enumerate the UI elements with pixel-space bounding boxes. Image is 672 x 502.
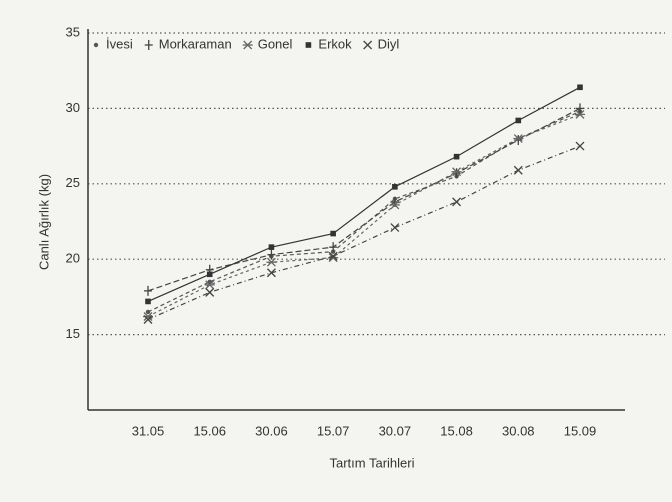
marker [330, 230, 336, 237]
marker [451, 167, 462, 177]
marker [266, 257, 277, 267]
marker-stroke [452, 197, 462, 207]
marker-stroke [143, 315, 153, 324]
marker [453, 153, 460, 160]
marker [575, 141, 585, 151]
y-tick-label: 35 [66, 24, 80, 39]
marker [576, 103, 584, 114]
marker [143, 315, 153, 324]
legend-label: Morkaraman [159, 36, 232, 51]
marker [363, 40, 373, 50]
marker [205, 287, 215, 297]
marker-stroke [390, 223, 400, 232]
series-line [147, 107, 581, 292]
legend-label: Diyl [378, 36, 400, 51]
series-line [147, 86, 581, 302]
marker-stroke [266, 268, 276, 278]
marker [145, 298, 151, 305]
marker [93, 42, 99, 48]
marker [144, 40, 153, 50]
marker-dot [145, 309, 151, 315]
marker [144, 285, 152, 296]
marker-square [145, 298, 151, 305]
x-tick-label: 30.07 [379, 423, 412, 438]
marker-stroke [205, 287, 215, 297]
marker-square [206, 271, 213, 278]
marker [515, 117, 522, 124]
marker [206, 271, 213, 278]
marker [145, 309, 151, 315]
marker [452, 168, 461, 179]
x-tick-label: 15.07 [317, 423, 350, 438]
marker-square [392, 184, 398, 190]
x-tick-label: 15.06 [193, 423, 226, 438]
marker-stroke [513, 165, 523, 175]
y-axis-label: Canlı Ağırlık (kg) [36, 174, 51, 270]
marker-square [305, 42, 312, 48]
marker-square [577, 84, 583, 91]
marker [575, 109, 585, 119]
legend-label: Gonel [258, 36, 293, 51]
y-tick-label: 30 [66, 100, 80, 115]
y-tick-label: 25 [66, 175, 80, 190]
marker [268, 244, 275, 250]
series-line [147, 113, 581, 318]
marker [329, 242, 338, 253]
marker-stroke [575, 141, 585, 151]
marker [577, 84, 583, 91]
x-tick-label: 15.09 [564, 423, 597, 438]
marker [204, 280, 215, 290]
marker [242, 40, 253, 50]
series-line [147, 110, 581, 313]
legend-label: Erkok [318, 36, 352, 51]
marker [328, 251, 338, 261]
marker-dot [93, 42, 99, 48]
marker [513, 134, 524, 144]
x-tick-label: 15.08 [440, 423, 473, 438]
marker [452, 197, 462, 207]
marker-stroke [363, 40, 373, 50]
marker [266, 268, 276, 278]
marker [513, 165, 523, 175]
marker-square [453, 153, 460, 160]
y-tick-label: 15 [66, 326, 80, 341]
marker-stroke [328, 251, 338, 261]
marker [389, 200, 400, 210]
x-axis-label: Tartım Tarihleri [329, 455, 414, 470]
x-tick-label: 30.06 [255, 423, 288, 438]
marker [267, 249, 276, 260]
series-line [147, 145, 581, 321]
marker [390, 223, 400, 232]
marker-square [268, 244, 275, 250]
marker [392, 184, 398, 190]
marker-square [330, 230, 336, 237]
x-tick-label: 30.08 [502, 423, 535, 438]
legend-label: İvesi [106, 36, 133, 51]
y-tick-label: 20 [66, 251, 80, 266]
marker [305, 42, 312, 48]
x-tick-label: 31.05 [132, 423, 165, 438]
marker-square [515, 117, 522, 124]
